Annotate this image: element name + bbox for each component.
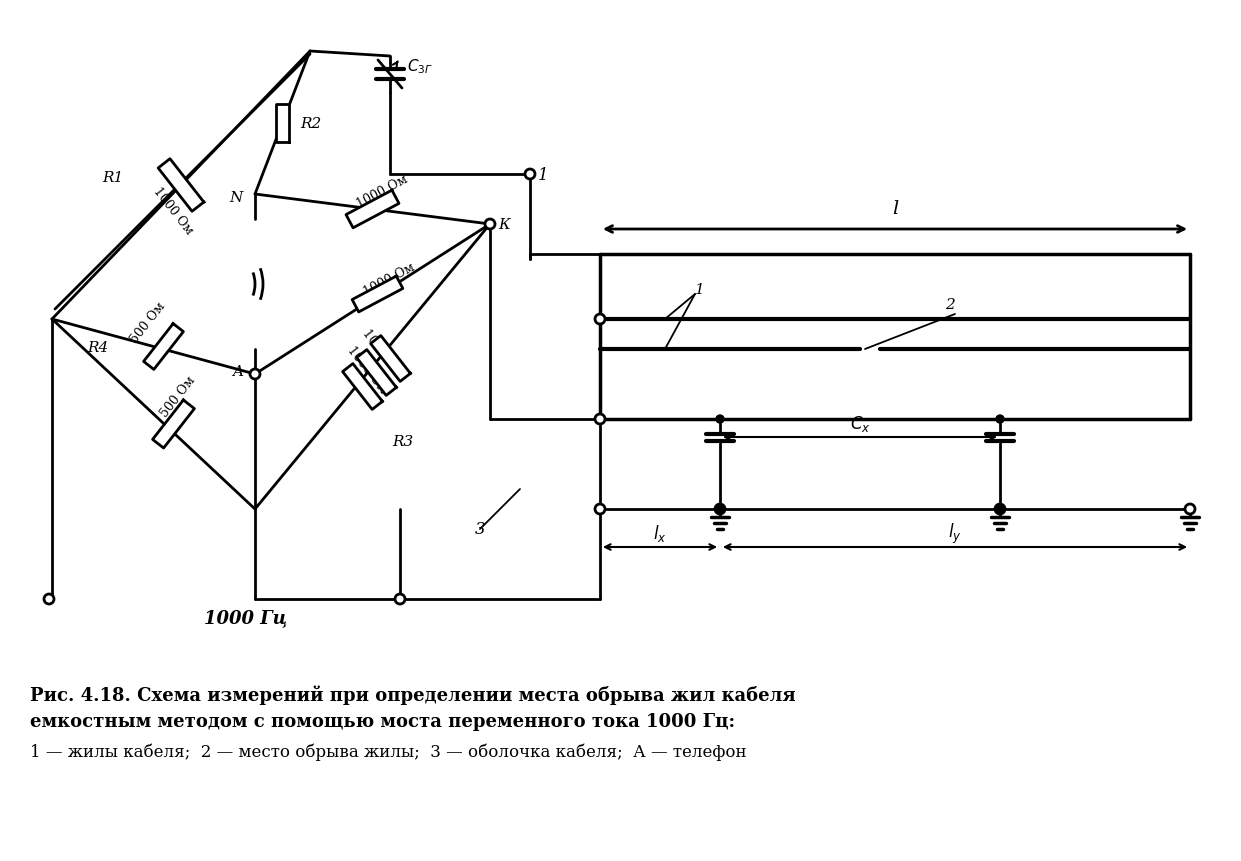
Text: R1: R1 xyxy=(102,170,123,185)
Circle shape xyxy=(395,594,405,604)
Circle shape xyxy=(485,220,495,230)
Text: N: N xyxy=(230,191,243,205)
Circle shape xyxy=(997,505,1004,513)
Circle shape xyxy=(716,416,724,424)
Text: 1000 Гц: 1000 Гц xyxy=(205,608,288,626)
Text: 1000 Ом: 1000 Ом xyxy=(360,326,405,378)
Text: A: A xyxy=(232,364,243,379)
Polygon shape xyxy=(153,400,195,449)
Circle shape xyxy=(525,170,535,180)
Text: 1: 1 xyxy=(539,166,549,183)
Text: $C_x$: $C_x$ xyxy=(850,413,870,433)
Circle shape xyxy=(594,414,606,424)
Text: 1 — жилы кабеля;  2 — место обрыва жилы;  3 — оболочка кабеля;  А — телефон: 1 — жилы кабеля; 2 — место обрыва жилы; … xyxy=(30,742,747,760)
Circle shape xyxy=(995,505,1005,514)
Text: $l_y$: $l_y$ xyxy=(948,521,962,546)
Circle shape xyxy=(715,505,725,514)
Text: $l_x$: $l_x$ xyxy=(653,523,666,544)
Polygon shape xyxy=(158,159,204,212)
Circle shape xyxy=(716,505,724,513)
Text: 1000 Ом: 1000 Ом xyxy=(355,173,411,211)
Circle shape xyxy=(997,416,1004,424)
Polygon shape xyxy=(371,336,411,382)
Circle shape xyxy=(1185,505,1195,514)
Text: 1000 Ом: 1000 Ом xyxy=(361,261,417,299)
Circle shape xyxy=(249,369,261,380)
Text: К: К xyxy=(498,218,510,232)
Text: 2: 2 xyxy=(946,298,954,312)
Text: 3: 3 xyxy=(475,521,485,538)
Polygon shape xyxy=(352,276,403,313)
Polygon shape xyxy=(346,191,398,228)
Text: $C_{3Г}$: $C_{3Г}$ xyxy=(407,58,433,77)
Circle shape xyxy=(594,505,606,514)
Text: емкостным методом с помощью моста переменного тока 1000 Гц:: емкостным методом с помощью моста переме… xyxy=(30,712,735,730)
Text: R3: R3 xyxy=(392,435,413,449)
Polygon shape xyxy=(356,350,396,396)
Text: Рис. 4.18. Схема измерений при определении места обрыва жил кабеля: Рис. 4.18. Схема измерений при определен… xyxy=(30,684,795,704)
Circle shape xyxy=(43,594,55,604)
Circle shape xyxy=(594,314,606,325)
Text: 1000 Ом: 1000 Ом xyxy=(345,343,390,395)
Text: 500 Ом: 500 Ом xyxy=(159,374,199,419)
Text: 1000 Ом: 1000 Ом xyxy=(150,184,195,237)
Polygon shape xyxy=(276,104,289,142)
Text: R2: R2 xyxy=(300,116,321,130)
Polygon shape xyxy=(343,364,382,410)
Text: R4: R4 xyxy=(87,340,108,354)
Text: l: l xyxy=(892,200,898,218)
Text: 500 Ом: 500 Ом xyxy=(129,300,169,345)
Text: 1: 1 xyxy=(695,282,705,297)
Polygon shape xyxy=(144,325,184,370)
